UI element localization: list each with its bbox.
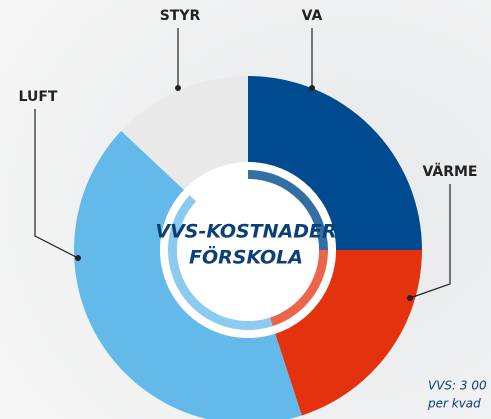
pie-slice [275, 250, 422, 416]
leader-line [409, 184, 451, 299]
leader-line [34, 109, 79, 259]
note: per kvad [427, 397, 481, 411]
pie-slice [248, 76, 422, 250]
slice-label: STYR [160, 8, 201, 24]
note: VVS: 3 00 [428, 379, 487, 393]
center-disc [177, 179, 319, 321]
leader-dot [175, 85, 181, 91]
inner-ring [167, 170, 328, 331]
slice-label: VA [302, 8, 323, 24]
leader-dot [407, 295, 413, 301]
inner-slice [167, 195, 273, 331]
leader-dot [75, 255, 81, 261]
center-title: FÖRSKOLA [189, 245, 303, 269]
center-title: VVS-KOSTNADER [155, 221, 336, 243]
slice-label: LUFT [19, 89, 58, 105]
donut [73, 76, 422, 419]
slice-label: VÄRME [423, 163, 478, 180]
inner-slice [189, 170, 248, 202]
pie-slice [121, 76, 248, 190]
inner-slice [269, 250, 328, 327]
leader-dot [309, 85, 315, 91]
pie-slice [73, 130, 302, 419]
inner-slice [248, 170, 328, 250]
